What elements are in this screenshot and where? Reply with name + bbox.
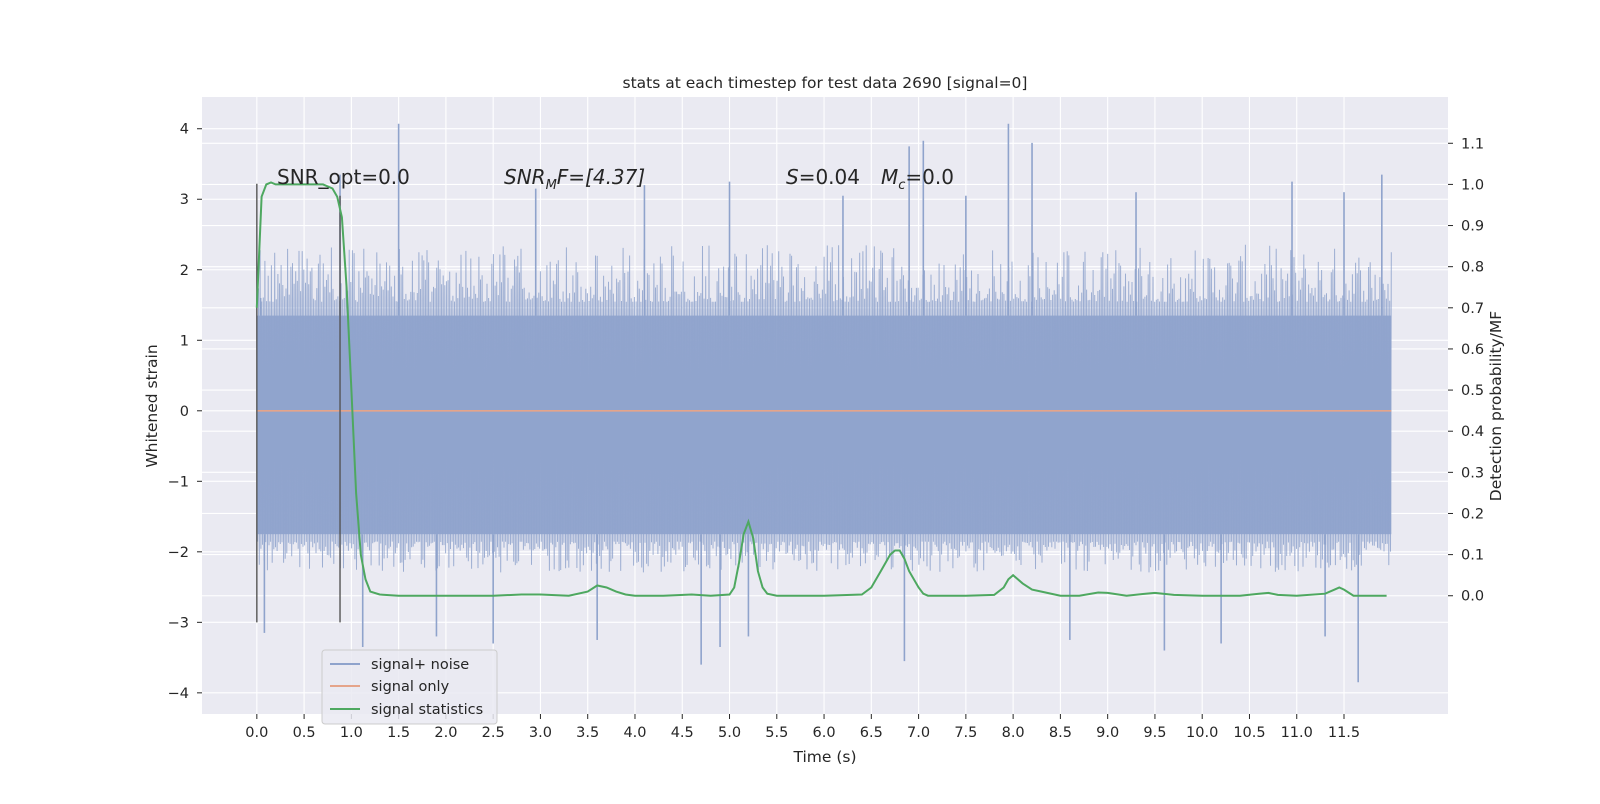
legend-label-signal-noise: signal+ noise — [371, 657, 469, 673]
y2-tick-label: 1.1 — [1461, 136, 1484, 152]
x-tick-label: 3.0 — [529, 725, 552, 741]
x-tick-label: 10.0 — [1186, 725, 1218, 741]
window-markers — [256, 183, 341, 623]
y2-tick-label: 1.0 — [1461, 177, 1484, 193]
snr-mf-prefix: SNR — [504, 165, 546, 189]
snr-mf-suffix: F=[4.37] — [557, 165, 645, 189]
y-tick-label: −1 — [168, 474, 189, 490]
chart-title: stats at each timestep for test data 269… — [623, 74, 1028, 92]
s-symbol: S — [786, 165, 799, 189]
legend: signal+ noise signal only signal statist… — [321, 649, 498, 725]
y-tick-label: −2 — [168, 545, 189, 561]
y-tick-label: 3 — [180, 192, 189, 208]
x-tick-label: 11.0 — [1281, 725, 1313, 741]
snr-mf-annotation: SNRMF=[4.37] — [504, 165, 645, 193]
x-tick-label: 0.5 — [293, 725, 316, 741]
y2-tick-label: 0.6 — [1461, 342, 1484, 358]
y2-tick-label: 0.9 — [1461, 219, 1484, 235]
mc-annotation: Mc=0.0 — [881, 165, 954, 193]
x-tick-label: 2.0 — [434, 725, 457, 741]
s-value: =0.04 — [799, 165, 860, 189]
y2-tick-label: 0.4 — [1461, 424, 1484, 440]
y2-tick-label: 0.3 — [1461, 465, 1484, 481]
x-axis-label: Time (s) — [792, 748, 856, 766]
y-tick-label: 0 — [180, 404, 189, 420]
snr-opt-annotation: SNR_opt=0.0 — [277, 165, 410, 189]
y2-axis-ticks: 1.1 1.0 0.9 0.8 0.7 0.6 0.5 0.4 0.3 0.2 0.1 0.0 — [1448, 136, 1484, 605]
y-tick-label: 1 — [180, 333, 189, 349]
mc-subscript: c — [898, 178, 905, 193]
y2-tick-label: 0.1 — [1461, 548, 1484, 564]
x-tick-label: 5.0 — [718, 725, 741, 741]
y2-tick-label: 0.8 — [1461, 260, 1484, 276]
x-tick-label: 4.0 — [623, 725, 646, 741]
x-tick-label: 7.0 — [907, 725, 930, 741]
x-tick-label: 9.0 — [1096, 725, 1119, 741]
x-tick-label: 9.5 — [1143, 725, 1166, 741]
y-axis-label: Whitened strain — [143, 344, 161, 467]
y2-tick-label: 0.5 — [1461, 383, 1484, 399]
mc-value: =0.0 — [905, 165, 954, 189]
legend-label-signal-only: signal only — [371, 679, 450, 695]
x-tick-label: 7.5 — [954, 725, 977, 741]
x-tick-label: 8.0 — [1002, 725, 1025, 741]
x-tick-label: 8.5 — [1049, 725, 1072, 741]
x-tick-label: 10.5 — [1233, 725, 1265, 741]
signal-statistics-series — [255, 181, 1387, 597]
s-annotation: S=0.04 — [786, 165, 860, 189]
x-tick-label: 11.5 — [1328, 725, 1360, 741]
legend-box — [321, 649, 498, 725]
x-tick-label: 0.0 — [245, 725, 268, 741]
y-tick-label: −4 — [168, 686, 189, 702]
signal-noise-trace — [256, 244, 1392, 573]
mc-symbol: M — [881, 165, 898, 189]
y2-tick-label: 0.0 — [1461, 589, 1484, 605]
legend-label-signal-statistics: signal statistics — [371, 702, 483, 718]
x-axis-ticks: 0.0 0.5 1.0 1.5 2.0 2.5 3.0 3.5 4.0 4.5 5.0 5.5 6.0 6… — [245, 714, 1360, 741]
plot-content — [255, 123, 1392, 683]
x-tick-label: 6.0 — [813, 725, 836, 741]
x-tick-label: 4.5 — [671, 725, 694, 741]
y-axis-ticks: 4 3 2 1 0 −1 −2 −3 −4 — [168, 122, 202, 702]
y2-axis-label: Detection probability/MF — [1487, 311, 1505, 502]
y-tick-label: 4 — [180, 122, 189, 138]
annotations: SNR_opt=0.0 SNRMF=[4.37] S=0.04 Mc=0.0 — [277, 165, 954, 193]
snr-mf-subscript: M — [546, 178, 557, 193]
y2-tick-label: 0.7 — [1461, 301, 1484, 317]
signal-noise-series — [256, 123, 1392, 683]
x-tick-label: 6.5 — [860, 725, 883, 741]
x-tick-label: 1.0 — [340, 725, 363, 741]
y-tick-label: −3 — [168, 615, 189, 631]
y2-tick-label: 0.2 — [1461, 506, 1484, 522]
x-tick-label: 3.5 — [576, 725, 599, 741]
x-tick-label: 1.5 — [387, 725, 410, 741]
x-tick-label: 2.5 — [482, 725, 505, 741]
x-tick-label: 5.5 — [765, 725, 788, 741]
signal-statistics-line — [255, 181, 1387, 597]
y-tick-label: 2 — [180, 263, 189, 279]
